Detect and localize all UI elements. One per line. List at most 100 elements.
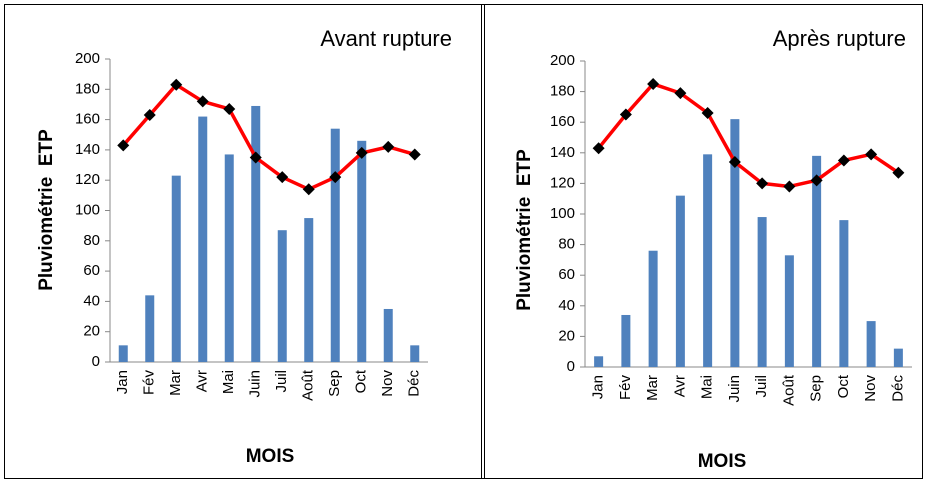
- y-tick-label: 160: [550, 113, 575, 130]
- y-tick-label: 60: [83, 262, 100, 279]
- bar: [648, 250, 658, 367]
- marker: [249, 151, 262, 164]
- x-axis-label: MOIS: [246, 446, 295, 467]
- x-tick-label: Nov: [379, 370, 396, 397]
- y-tick-label: 200: [75, 50, 100, 67]
- marker: [756, 177, 769, 190]
- bar: [383, 308, 393, 362]
- bar: [304, 218, 314, 362]
- y-tick-label: 140: [550, 144, 575, 161]
- y-axis-label: Pluviométrie ETP: [36, 129, 57, 291]
- marker: [810, 174, 823, 187]
- marker: [196, 95, 209, 108]
- bar: [621, 314, 631, 367]
- x-tick-label: Avr: [194, 370, 211, 392]
- y-tick-label: 40: [558, 297, 575, 314]
- marker: [408, 148, 421, 161]
- bar: [410, 345, 420, 362]
- bar: [118, 345, 128, 362]
- x-tick-label: Juil: [273, 370, 290, 393]
- x-tick-label: Mai: [220, 370, 237, 394]
- marker: [701, 107, 714, 120]
- bar: [812, 155, 822, 367]
- x-tick-label: Juin: [247, 370, 264, 398]
- marker: [783, 180, 796, 193]
- x-tick-label: Fév: [141, 370, 158, 396]
- bar: [251, 105, 261, 362]
- marker: [355, 146, 368, 159]
- y-tick-label: 80: [83, 232, 100, 249]
- marker: [329, 171, 342, 184]
- bar: [784, 255, 794, 367]
- bar: [224, 154, 234, 362]
- marker: [382, 140, 395, 153]
- bar: [330, 128, 340, 362]
- marker: [865, 148, 878, 161]
- x-tick-label: Mar: [644, 375, 661, 401]
- marker: [302, 183, 315, 196]
- bar: [675, 195, 685, 367]
- y-tick-label: 180: [75, 80, 100, 97]
- y-tick-label: 100: [75, 201, 100, 218]
- x-tick-label: Sep: [326, 370, 343, 397]
- marker: [143, 109, 156, 122]
- y-tick-label: 200: [550, 52, 575, 69]
- y-axis-label: Pluviométrie ETP: [514, 149, 535, 311]
- y-tick-label: 160: [75, 111, 100, 128]
- x-tick-label: Déc: [889, 375, 906, 402]
- bar: [277, 230, 287, 362]
- x-tick-label: Oct: [353, 369, 370, 393]
- bar: [198, 116, 208, 362]
- y-tick-label: 140: [75, 141, 100, 158]
- x-axis-label: MOIS: [698, 451, 747, 472]
- x-tick-label: Fév: [617, 375, 634, 401]
- y-tick-label: 20: [558, 327, 575, 344]
- marker: [674, 87, 687, 100]
- marker: [223, 102, 236, 115]
- y-tick-label: 120: [550, 174, 575, 191]
- x-tick-label: Nov: [862, 375, 879, 402]
- y-tick-label: 180: [550, 83, 575, 100]
- bar: [757, 217, 767, 367]
- marker: [592, 142, 605, 155]
- marker: [647, 77, 660, 90]
- bar: [171, 175, 181, 362]
- y-tick-label: 100: [550, 205, 575, 222]
- y-tick-label: 0: [92, 353, 100, 370]
- x-tick-label: Août: [300, 369, 317, 401]
- bar: [839, 220, 849, 367]
- y-tick-label: 40: [83, 292, 100, 309]
- bar: [866, 321, 876, 367]
- y-tick-label: 60: [558, 266, 575, 283]
- marker: [728, 155, 741, 168]
- marker: [837, 154, 850, 167]
- marker: [892, 166, 905, 179]
- x-tick-label: Mar: [167, 370, 184, 396]
- x-tick-label: Avr: [671, 375, 688, 397]
- x-tick-label: Jan: [114, 370, 131, 394]
- marker: [619, 108, 632, 121]
- bar: [893, 348, 903, 367]
- marker: [276, 171, 289, 184]
- y-tick-label: 80: [558, 236, 575, 253]
- bar: [145, 295, 155, 362]
- table-border: [4, 4, 923, 479]
- chart-title: Après rupture: [773, 26, 906, 51]
- bar: [730, 119, 740, 367]
- chart-title: Avant rupture: [320, 26, 452, 51]
- x-tick-label: Déc: [406, 370, 423, 397]
- x-tick-label: Mai: [699, 375, 716, 399]
- x-tick-label: Jan: [590, 375, 607, 399]
- bar: [594, 356, 604, 367]
- y-tick-label: 20: [83, 323, 100, 340]
- x-tick-label: Sep: [808, 375, 825, 402]
- x-tick-label: Août: [780, 374, 797, 406]
- bar: [357, 140, 367, 362]
- marker: [117, 139, 130, 152]
- y-tick-label: 0: [567, 358, 575, 375]
- line: [597, 82, 900, 189]
- line: [121, 83, 416, 192]
- x-tick-label: Oct: [835, 374, 852, 398]
- x-tick-label: Juil: [753, 375, 770, 398]
